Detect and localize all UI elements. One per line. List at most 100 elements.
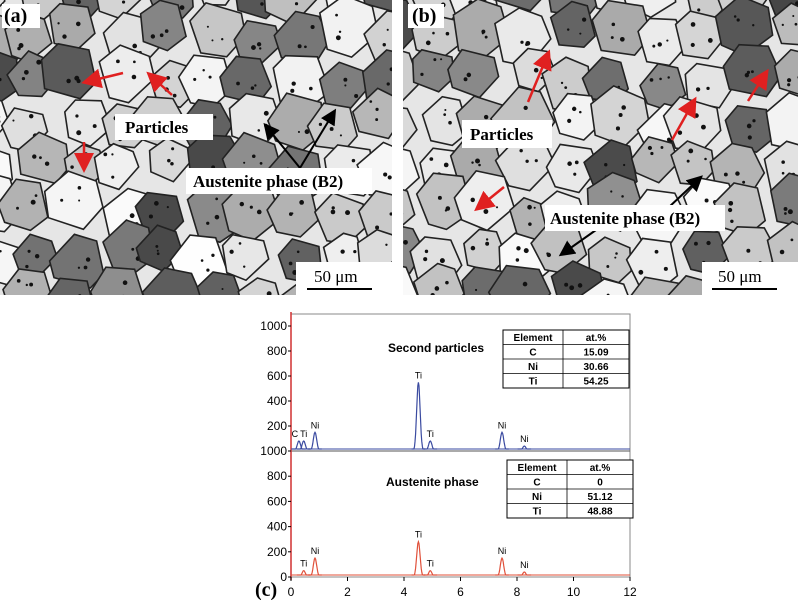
peak — [308, 556, 322, 576]
particle — [16, 28, 21, 32]
particle — [208, 75, 212, 79]
grain — [550, 260, 606, 295]
particle — [200, 259, 204, 262]
y-tick-label: 0 — [280, 570, 287, 584]
particle — [704, 198, 709, 203]
particle — [213, 115, 217, 119]
particle — [754, 305, 758, 309]
particle — [294, 2, 299, 6]
y-tick-label: 400 — [267, 394, 287, 408]
spectrum-title: Austenite phase — [386, 475, 479, 489]
grain — [318, 0, 380, 59]
table-cell: Ti — [529, 377, 538, 388]
particle — [694, 241, 698, 246]
particle — [0, 250, 2, 253]
grain — [0, 0, 6, 8]
grain — [591, 0, 652, 57]
particle — [345, 210, 351, 216]
particle — [697, 8, 701, 12]
peak — [296, 570, 311, 576]
x-tick-label: 6 — [457, 585, 464, 599]
table-cell: 51.12 — [587, 492, 612, 503]
particle — [36, 59, 42, 65]
peak — [517, 445, 532, 450]
annotation-box — [545, 205, 725, 231]
grain — [63, 99, 113, 148]
particle — [331, 206, 335, 210]
y-tick-label: 200 — [267, 419, 287, 433]
particle — [221, 38, 224, 41]
particle — [166, 206, 169, 209]
table-cell: 54.25 — [583, 377, 608, 388]
particle — [211, 39, 214, 42]
particle — [483, 209, 489, 214]
particle — [397, 84, 401, 88]
particle — [658, 310, 660, 312]
particle — [75, 114, 79, 118]
particle — [171, 147, 175, 151]
grain — [580, 278, 629, 295]
particle — [485, 241, 490, 246]
peak — [308, 431, 322, 450]
particle — [179, 5, 185, 10]
particle — [167, 158, 171, 163]
grain — [40, 42, 97, 100]
particle — [527, 204, 532, 210]
particle — [647, 145, 652, 151]
particle — [291, 212, 294, 215]
peak-label: Ni — [498, 420, 507, 430]
grain — [47, 277, 92, 295]
particle — [650, 151, 654, 156]
arrow — [667, 175, 703, 209]
particle — [259, 161, 263, 165]
particle — [122, 280, 128, 286]
annotation-box — [462, 120, 552, 148]
particle — [337, 300, 340, 303]
particle — [666, 39, 669, 42]
particle — [728, 200, 734, 206]
particle — [522, 281, 528, 287]
particle — [574, 160, 579, 165]
particle — [510, 301, 513, 304]
particle — [437, 195, 442, 200]
particle — [70, 165, 74, 169]
x-tick-label: 4 — [401, 585, 408, 599]
peak — [423, 570, 438, 576]
particle — [21, 76, 26, 81]
particle — [432, 31, 435, 35]
particle — [250, 86, 255, 90]
arrow — [146, 71, 173, 96]
particle — [659, 77, 662, 81]
particle — [564, 282, 569, 287]
particle — [546, 252, 552, 258]
particle — [398, 284, 401, 287]
particle — [534, 159, 538, 163]
particle — [614, 256, 617, 259]
grain — [0, 178, 49, 232]
particle — [132, 43, 138, 49]
particle — [66, 78, 71, 84]
particle — [750, 70, 754, 74]
particle — [615, 126, 621, 131]
particle — [111, 175, 115, 179]
grain — [403, 107, 418, 149]
table-cell: 30.66 — [583, 362, 608, 373]
table-header: Element — [514, 333, 554, 344]
particle — [155, 244, 159, 248]
particle — [259, 305, 263, 309]
particle — [170, 161, 174, 166]
table-cell: Ni — [528, 362, 538, 373]
annotation: Particles — [125, 118, 189, 137]
particle — [615, 252, 618, 255]
particle — [650, 295, 654, 299]
x-tick-label: 12 — [623, 585, 637, 599]
particle — [206, 268, 210, 272]
particle — [443, 162, 449, 168]
particle — [111, 153, 114, 156]
particle — [520, 40, 524, 44]
particle — [131, 247, 135, 251]
peak — [296, 440, 311, 450]
y-tick-label: 600 — [267, 494, 287, 508]
particle — [103, 152, 108, 157]
particle — [516, 246, 521, 251]
